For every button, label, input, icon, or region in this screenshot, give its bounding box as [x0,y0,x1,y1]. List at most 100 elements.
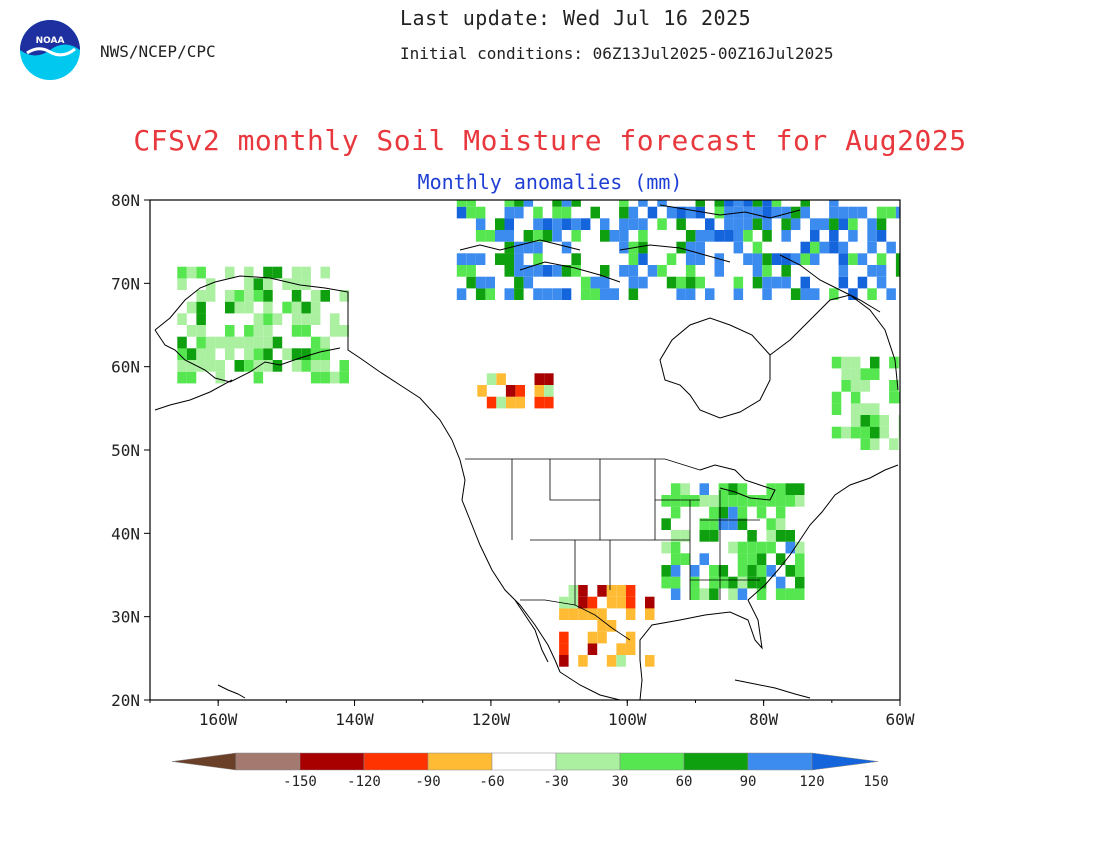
anomaly-cell [695,230,705,242]
anomaly-cell [737,506,748,519]
anomaly-cell [291,360,302,372]
anomaly-cell [544,396,554,409]
anomaly-cell [850,426,861,439]
anomaly-cell [762,265,772,277]
anomaly-cell [628,265,639,277]
anomaly-cell [879,426,889,439]
anomaly-cell [475,218,486,230]
anomaly-cell [272,360,283,372]
lat-tick-label: 70N [111,274,140,293]
anomaly-cell [690,576,700,589]
anomaly-cell [638,253,648,265]
anomaly-cell [766,530,776,542]
anomaly-cell [552,200,562,207]
anomaly-cell [762,230,772,242]
anomaly-cell [561,206,572,219]
anomaly-cell [756,588,767,600]
lat-tick-label: 80N [111,191,140,210]
anomaly-cell [756,553,767,565]
anomaly-cell [670,483,681,495]
colorbar-label: -30 [543,774,568,790]
anomaly-cell [253,371,264,384]
anomaly-cell [515,385,525,397]
anomaly-cell [800,241,810,254]
anomaly-cell [645,655,655,667]
anomaly-cell [645,596,655,609]
anomaly-cell [616,655,626,667]
anomaly-cell [291,301,302,314]
anomaly-cell [709,565,719,577]
anomaly-cell [561,218,572,230]
anomaly-cell [876,265,887,277]
anomaly-cell [625,643,636,655]
anomaly-cell [848,206,858,219]
anomaly-cell [790,206,801,219]
anomaly-cell [466,206,476,219]
anomaly-cell [456,206,467,219]
anomaly-cell [330,313,340,325]
anomaly-cell [534,385,544,397]
anomaly-cell [486,396,497,409]
anomaly-cell [728,483,738,495]
anomaly-cell [253,313,264,325]
colorbar-label: -150 [283,774,317,790]
anomaly-cell [841,368,851,380]
anomaly-cell [870,415,880,427]
anomaly-cell [790,253,801,265]
anomaly-cell [552,206,562,219]
anomaly-cell [587,631,598,644]
anomaly-cell [838,206,849,219]
anomaly-cell [889,438,899,450]
anomaly-cell [552,230,562,242]
anomaly-cell [475,206,486,219]
anomaly-cell [756,506,767,519]
anomaly-cell [514,253,524,265]
anomaly-cell [205,336,216,349]
anomaly-cell [291,348,302,360]
baja [514,599,549,663]
anomaly-cell [533,253,543,265]
colorbar-box [299,752,365,771]
anomaly-cell [542,265,553,277]
anomaly-cell [831,403,842,415]
anomaly-cell [800,276,810,289]
anomaly-cell [690,495,700,507]
cuba [734,679,811,699]
anomaly-cell [860,438,870,450]
anomaly-cell [876,218,887,230]
anomaly-cell [504,206,514,219]
anomaly-cell [330,371,340,384]
anomaly-cell [838,265,849,277]
anomaly-cell [638,218,648,230]
anomaly-cell [215,336,225,349]
anomaly-cell [456,265,467,277]
anomaly-cell [272,313,283,325]
anomaly-cell [756,541,767,554]
anomaly-cell [733,241,744,254]
anomaly-cell [790,218,801,230]
anomaly-cell [870,403,880,415]
anomaly-cell [775,518,786,530]
anomaly-cell [580,288,591,300]
anomaly-cell [263,336,273,349]
anomaly-cell [841,426,851,439]
anomaly-cell [514,206,524,219]
anomaly-cell [320,266,330,279]
anomaly-cell [733,200,744,207]
anomaly-cell [475,253,486,265]
anomaly-cell [578,655,588,667]
anomaly-cell [477,385,487,397]
anomaly-cell [638,230,648,242]
anomaly-cell [737,541,748,554]
anomaly-cell [561,265,572,277]
anomaly-cell [709,495,719,507]
anomaly-cell [737,565,748,577]
anomaly-cell [699,483,709,495]
anomaly-cell [597,631,607,644]
colorbar-arrow-right [811,752,879,771]
anomaly-cell [850,415,861,427]
anomaly-cell [597,585,607,597]
anomaly-cell [795,576,805,589]
anomaly-cell [625,608,636,620]
anomaly-cell [737,553,748,565]
